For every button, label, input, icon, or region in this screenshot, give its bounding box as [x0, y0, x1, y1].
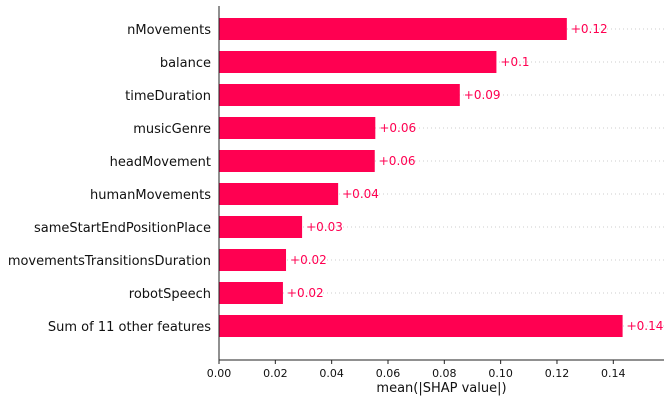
x-axis-ticks: 0.00 0.02 0.04 0.06 0.08 0.10 0.12 0.14	[207, 360, 626, 380]
value-label: +0.12	[571, 22, 608, 36]
value-label: +0.1	[500, 55, 529, 69]
value-label: +0.06	[379, 121, 416, 135]
x-tick-label: 0.06	[376, 367, 401, 380]
x-tick-label: 0.14	[601, 367, 626, 380]
category-label: humanMovements	[90, 188, 211, 203]
x-tick-label: 0.08	[432, 367, 457, 380]
bar	[219, 315, 623, 337]
bar	[219, 282, 283, 304]
bar	[219, 216, 303, 238]
x-tick-label: 0.02	[263, 367, 288, 380]
bar	[219, 117, 376, 139]
value-labels: +0.12 +0.1 +0.09 +0.06 +0.06 +0.04 +0.03 +0.02 +…	[287, 22, 663, 333]
category-label: sameStartEndPositionPlace	[34, 221, 211, 236]
x-axis-title: mean(|SHAP value|)	[376, 381, 506, 396]
value-label: +0.03	[306, 220, 343, 234]
bar	[219, 249, 287, 271]
category-labels: nMovements balance timeDuration musicGenre h…	[8, 23, 211, 335]
x-tick-label: 0.10	[488, 367, 513, 380]
grid-lines	[219, 28, 664, 327]
category-label: nMovements	[127, 23, 211, 38]
bar	[219, 150, 375, 172]
bar	[219, 18, 567, 40]
x-tick-label: 0.00	[207, 367, 232, 380]
bar	[219, 84, 460, 106]
value-label: +0.02	[290, 253, 327, 267]
category-label: Sum of 11 other features	[48, 320, 211, 335]
value-label: +0.06	[379, 154, 416, 168]
value-label: +0.04	[342, 187, 379, 201]
value-label: +0.02	[287, 286, 324, 300]
value-label: +0.09	[464, 88, 501, 102]
category-label: movementsTransitionsDuration	[8, 254, 211, 269]
x-tick-label: 0.04	[319, 367, 344, 380]
category-label: timeDuration	[125, 89, 211, 104]
value-label: +0.14	[627, 319, 664, 333]
x-tick-label: 0.12	[545, 367, 570, 380]
category-label: headMovement	[110, 155, 211, 170]
category-label: balance	[160, 56, 211, 71]
bars	[219, 18, 623, 337]
category-label: musicGenre	[133, 122, 211, 137]
bar	[219, 51, 497, 73]
bar	[219, 183, 339, 205]
category-label: robotSpeech	[129, 287, 211, 302]
